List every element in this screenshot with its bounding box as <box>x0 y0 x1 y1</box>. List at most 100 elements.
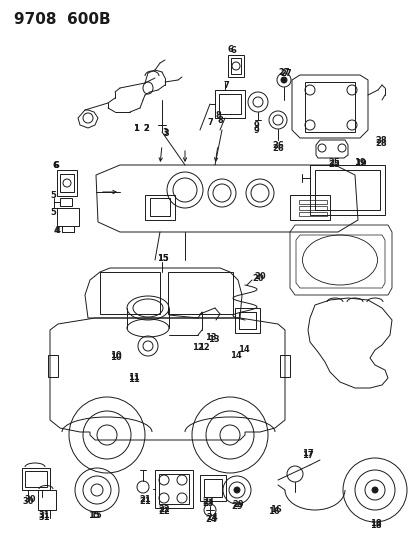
Bar <box>298 200 326 204</box>
Text: 10: 10 <box>110 353 121 362</box>
Bar <box>150 198 170 216</box>
Text: 20: 20 <box>252 273 263 282</box>
Text: 28: 28 <box>374 135 386 144</box>
Text: 5: 5 <box>50 207 56 216</box>
Text: 4: 4 <box>55 225 61 235</box>
Bar <box>314 170 379 210</box>
Text: 6: 6 <box>54 160 60 169</box>
Text: 20: 20 <box>254 271 265 280</box>
Text: 24: 24 <box>206 513 217 522</box>
Text: 11: 11 <box>128 374 140 383</box>
Bar <box>298 206 326 210</box>
Text: 9708  600B: 9708 600B <box>14 12 110 27</box>
Bar <box>154 470 192 508</box>
Text: 18: 18 <box>369 521 381 529</box>
Bar <box>60 198 72 206</box>
Text: 12: 12 <box>192 343 203 352</box>
Bar <box>228 55 243 77</box>
Bar <box>57 170 77 196</box>
Bar <box>168 272 233 314</box>
Text: 15: 15 <box>90 511 102 520</box>
Bar <box>289 195 329 220</box>
Bar <box>279 355 289 377</box>
Bar <box>145 195 175 220</box>
Text: 31: 31 <box>38 513 50 521</box>
Text: 27: 27 <box>277 68 289 77</box>
Text: 4: 4 <box>54 225 60 235</box>
Bar <box>25 471 47 487</box>
Text: 3: 3 <box>161 127 167 136</box>
Text: 25: 25 <box>327 157 339 166</box>
Bar <box>238 312 255 329</box>
Bar <box>57 208 79 226</box>
Text: 7: 7 <box>207 117 213 126</box>
Text: 21: 21 <box>139 496 150 505</box>
Circle shape <box>280 77 286 83</box>
Bar <box>298 212 326 216</box>
Text: 14: 14 <box>230 351 241 359</box>
Circle shape <box>371 487 377 493</box>
Text: 18: 18 <box>369 519 381 528</box>
Text: 6: 6 <box>230 45 236 54</box>
Text: 10: 10 <box>110 351 121 359</box>
Text: 26: 26 <box>271 143 283 152</box>
Text: 29: 29 <box>231 500 243 510</box>
Text: 17: 17 <box>301 448 313 457</box>
Text: 19: 19 <box>353 157 365 166</box>
Text: 16: 16 <box>267 507 279 516</box>
Bar <box>235 308 259 333</box>
Text: 13: 13 <box>204 334 216 343</box>
Text: 8: 8 <box>216 110 221 119</box>
Text: 3: 3 <box>163 128 169 138</box>
Text: 1: 1 <box>133 124 138 133</box>
Bar <box>199 475 225 501</box>
Bar <box>230 58 240 74</box>
Text: 5: 5 <box>50 190 56 199</box>
Bar <box>309 165 384 215</box>
Bar <box>38 490 56 510</box>
Text: 11: 11 <box>128 376 140 384</box>
Text: 29: 29 <box>230 503 242 512</box>
Text: 16: 16 <box>269 505 281 514</box>
Text: 30: 30 <box>24 496 36 505</box>
Text: 22: 22 <box>158 505 169 514</box>
Text: 6: 6 <box>53 160 59 169</box>
Text: 7: 7 <box>223 80 229 90</box>
Text: 23: 23 <box>202 499 213 508</box>
Bar <box>218 94 240 114</box>
Circle shape <box>233 487 240 493</box>
Text: 14: 14 <box>237 345 249 354</box>
Text: 15: 15 <box>157 254 169 262</box>
Bar <box>214 90 244 118</box>
Text: 8: 8 <box>218 116 223 125</box>
Text: 1: 1 <box>133 124 138 133</box>
Text: 6: 6 <box>228 44 233 53</box>
Text: 26: 26 <box>271 141 283 149</box>
Text: 12: 12 <box>197 343 209 352</box>
Text: 28: 28 <box>374 139 386 148</box>
Text: 15: 15 <box>157 254 169 262</box>
Text: 31: 31 <box>38 511 50 520</box>
Text: 13: 13 <box>207 335 219 344</box>
Text: 30: 30 <box>22 497 33 506</box>
Text: 15: 15 <box>88 511 100 520</box>
Text: 21: 21 <box>139 497 150 506</box>
Bar <box>159 474 189 504</box>
Text: 27: 27 <box>279 69 291 77</box>
Bar <box>304 82 354 132</box>
Bar <box>100 272 159 314</box>
Text: 9: 9 <box>254 125 259 134</box>
Bar <box>22 468 50 490</box>
Text: 17: 17 <box>301 450 313 459</box>
Text: 2: 2 <box>142 124 149 133</box>
Bar <box>60 174 74 192</box>
Text: 24: 24 <box>204 515 216 524</box>
Text: 9: 9 <box>254 120 259 130</box>
Text: 2: 2 <box>142 124 149 133</box>
Bar <box>48 355 58 377</box>
Bar <box>204 479 221 497</box>
Text: 19: 19 <box>354 158 366 167</box>
Text: 23: 23 <box>202 497 213 506</box>
Text: 22: 22 <box>158 507 169 516</box>
Text: 25: 25 <box>327 159 339 168</box>
